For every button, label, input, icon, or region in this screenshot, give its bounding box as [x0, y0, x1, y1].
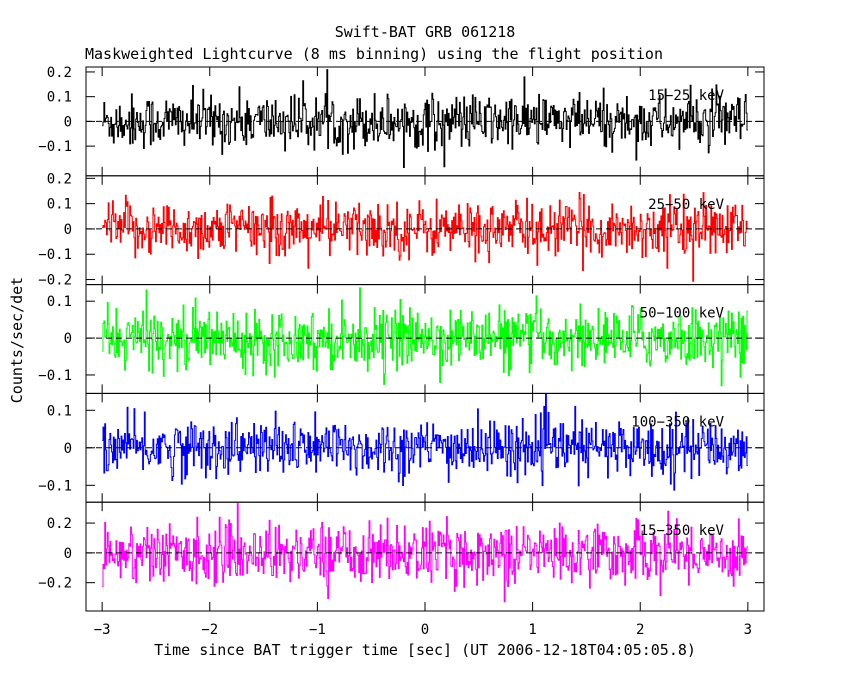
x-axis-label: Time since BAT trigger time [sec] (UT 20… [154, 641, 696, 659]
series-line-2 [102, 287, 748, 387]
y-tick-label-0-2: 0 [64, 114, 72, 130]
x-tick-label-1: −2 [201, 622, 218, 638]
band-label-4: 15−350 keV [640, 523, 725, 539]
series-line-3 [102, 393, 748, 491]
y-tick-label-2-1: 0 [64, 331, 72, 347]
band-label-2: 50−100 keV [640, 306, 725, 322]
y-tick-label-1-1: 0.1 [47, 197, 72, 213]
y-tick-label-3-1: 0 [64, 441, 72, 457]
x-tick-label-6: 3 [744, 622, 752, 638]
y-tick-label-1-2: 0 [64, 222, 72, 238]
y-tick-label-1-3: −0.1 [38, 247, 72, 263]
y-axis-label: Counts/sec/det [8, 277, 26, 403]
chart-title: Swift-BAT GRB 061218 [335, 23, 516, 41]
y-tick-label-4-0: 0.2 [47, 516, 72, 532]
band-label-1: 25−50 keV [648, 197, 724, 213]
series-line-0 [102, 69, 748, 169]
x-tick-label-2: −1 [309, 622, 326, 638]
x-tick-label-0: −3 [94, 622, 111, 638]
y-tick-label-0-3: −0.1 [38, 139, 72, 155]
panels-group: 0.2 0.1 0 −0.1 15−25 keV 0.2 0.1 0 −0.1 −0.2 25−50… [38, 65, 765, 638]
y-tick-label-4-1: 0 [64, 546, 72, 562]
band-label-3: 100−350 keV [631, 414, 724, 430]
y-tick-label-0-1: 0.1 [47, 90, 72, 106]
x-tick-label-4: 1 [528, 622, 536, 638]
x-tick-label-5: 2 [636, 622, 644, 638]
y-tick-label-2-2: −0.1 [38, 368, 72, 384]
y-tick-label-2-0: 0.1 [47, 294, 72, 310]
y-tick-label-3-2: −0.1 [38, 478, 72, 494]
chart-subtitle: Maskweighted Lightcurve (8 ms binning) u… [85, 45, 663, 63]
y-tick-label-4-2: −0.2 [38, 576, 72, 592]
y-tick-label-1-0: 0.2 [47, 171, 72, 187]
y-tick-label-3-0: 0.1 [47, 403, 72, 419]
series-line-4 [102, 503, 748, 603]
x-tick-label-3: 0 [421, 622, 429, 638]
y-tick-label-0-0: 0.2 [47, 65, 72, 81]
y-tick-label-1-4: −0.2 [38, 273, 72, 289]
band-label-0: 15−25 keV [648, 88, 724, 104]
